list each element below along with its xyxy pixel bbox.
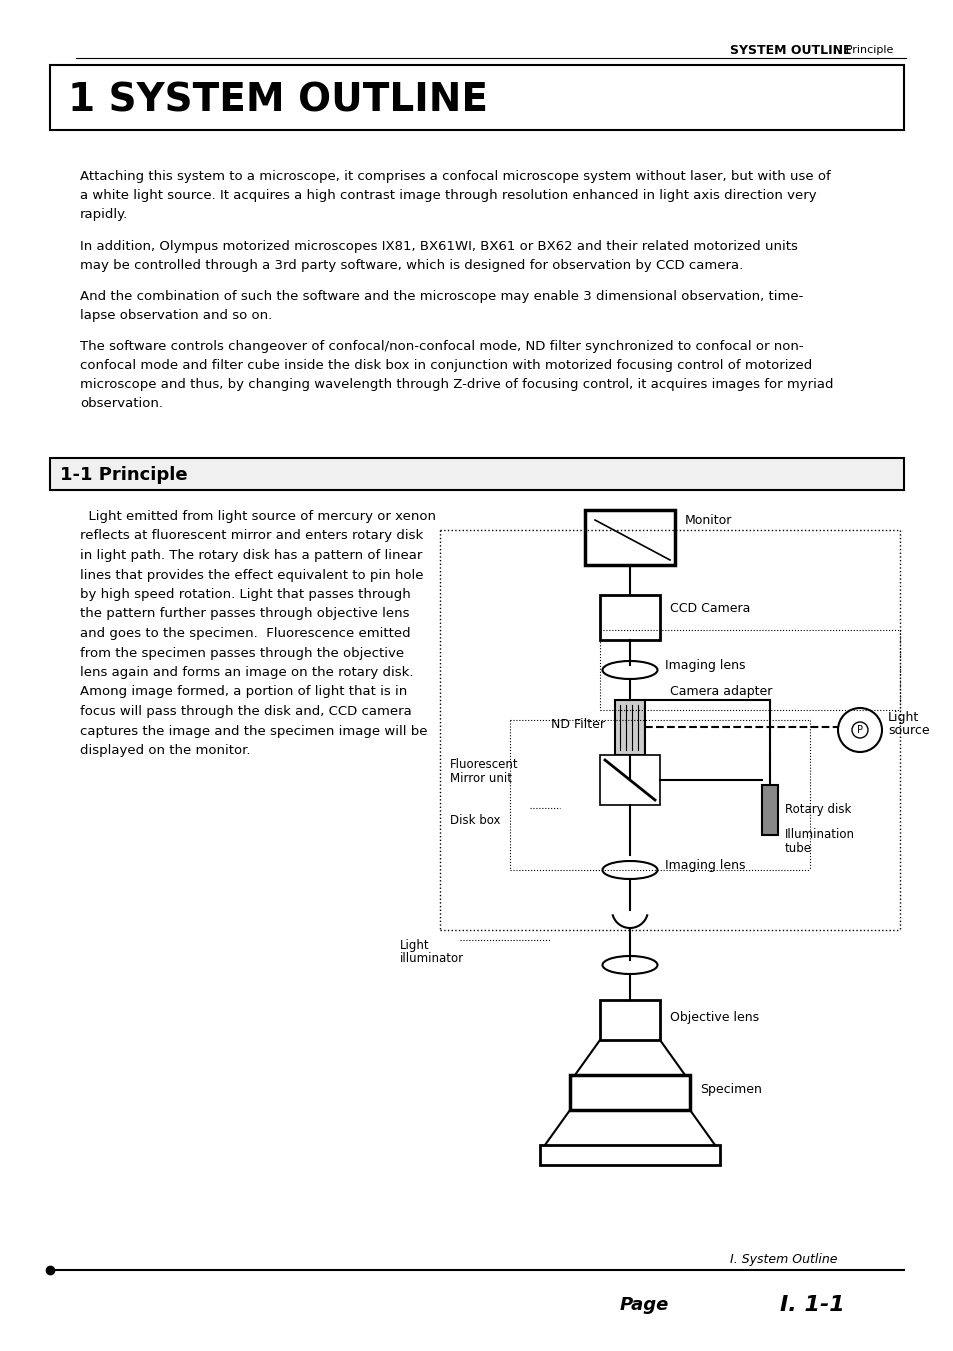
Bar xyxy=(599,755,659,805)
Text: Objective lens: Objective lens xyxy=(669,1012,759,1024)
Circle shape xyxy=(837,708,882,753)
Text: P: P xyxy=(856,725,862,735)
Text: Monitor: Monitor xyxy=(684,513,732,527)
Bar xyxy=(599,594,659,640)
Text: Imaging lens: Imaging lens xyxy=(664,858,744,871)
Text: / Principle: / Principle xyxy=(834,45,892,55)
Text: Specimen: Specimen xyxy=(700,1084,761,1097)
Ellipse shape xyxy=(602,661,657,680)
Text: SYSTEM OUTLINE: SYSTEM OUTLINE xyxy=(729,43,851,57)
Text: source: source xyxy=(887,724,928,736)
Text: In addition, Olympus motorized microscopes IX81, BX61WI, BX61 or BX62 and their : In addition, Olympus motorized microscop… xyxy=(80,240,797,272)
Text: 1-1 Principle: 1-1 Principle xyxy=(60,466,188,484)
Text: Light emitted from light source of mercury or xenon
reflects at fluorescent mirr: Light emitted from light source of mercu… xyxy=(80,509,436,757)
Text: I. 1-1: I. 1-1 xyxy=(780,1296,843,1315)
Bar xyxy=(599,1000,659,1040)
Text: ND Filter: ND Filter xyxy=(551,719,604,731)
Text: Camera adapter: Camera adapter xyxy=(669,685,772,698)
Ellipse shape xyxy=(602,861,657,880)
FancyBboxPatch shape xyxy=(50,65,903,130)
Text: Mirror unit: Mirror unit xyxy=(450,771,512,785)
Text: Rotary disk: Rotary disk xyxy=(784,804,850,816)
FancyBboxPatch shape xyxy=(50,458,903,490)
Text: And the combination of such the software and the microscope may enable 3 dimensi: And the combination of such the software… xyxy=(80,290,802,322)
Text: I. System Outline: I. System Outline xyxy=(729,1254,837,1266)
Text: Illumination: Illumination xyxy=(784,828,854,842)
Text: Attaching this system to a microscope, it comprises a confocal microscope system: Attaching this system to a microscope, i… xyxy=(80,170,830,222)
Text: Fluorescent: Fluorescent xyxy=(450,758,518,771)
Ellipse shape xyxy=(602,957,657,974)
Text: Page: Page xyxy=(619,1296,669,1315)
Text: Light: Light xyxy=(399,939,429,951)
Text: Light: Light xyxy=(887,712,919,724)
Bar xyxy=(761,785,778,835)
Text: The software controls changeover of confocal/non-confocal mode, ND filter synchr: The software controls changeover of conf… xyxy=(80,340,833,409)
Bar xyxy=(569,1075,689,1111)
Bar xyxy=(539,1146,720,1165)
Circle shape xyxy=(851,721,867,738)
Text: Imaging lens: Imaging lens xyxy=(664,658,744,671)
Text: illuminator: illuminator xyxy=(399,951,464,965)
Bar xyxy=(584,509,675,565)
Text: Disk box: Disk box xyxy=(450,813,500,827)
Text: CCD Camera: CCD Camera xyxy=(669,601,750,615)
Text: 1 SYSTEM OUTLINE: 1 SYSTEM OUTLINE xyxy=(68,81,488,119)
Bar xyxy=(615,700,644,755)
Text: tube: tube xyxy=(784,842,811,854)
